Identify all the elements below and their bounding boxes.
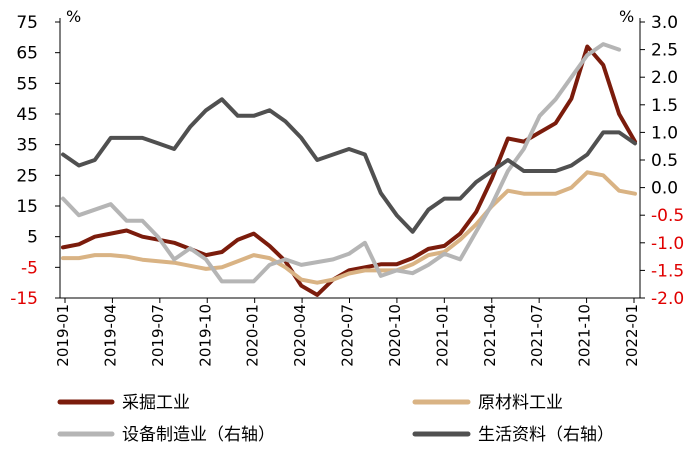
left-tick-label: 45 xyxy=(16,105,38,125)
right-tick-label: 2.5 xyxy=(651,41,678,61)
x-tick-label: 2019-10 xyxy=(196,304,214,367)
left-tick-label: 15 xyxy=(16,197,38,217)
x-tick-label: 2021-10 xyxy=(576,304,594,367)
x-tick-label: 2021-07 xyxy=(528,304,546,367)
right-tick-label: 1.0 xyxy=(651,123,678,143)
left-axis-unit: % xyxy=(66,7,81,26)
x-tick-label: 2020-01 xyxy=(244,304,262,367)
x-tick-label: 2020-04 xyxy=(291,304,309,367)
x-tick-label: 2019-01 xyxy=(54,304,72,367)
left-tick-label: 55 xyxy=(16,74,38,94)
left-tick-label: -5 xyxy=(21,258,38,278)
legend-label-1: 原材料工业 xyxy=(478,393,563,413)
x-tick-label: 2019-07 xyxy=(149,304,167,367)
plot-lines xyxy=(61,42,637,297)
left-tick-label: 35 xyxy=(16,136,38,156)
series-line-2 xyxy=(61,42,622,284)
axes: 75 65 55 45 35 25 15 5 -5 -15 3.0 2.5 2.0 1.5 1.0 0.5 0.… xyxy=(10,7,684,367)
left-tick-label: 65 xyxy=(16,44,38,64)
x-tick-label: 2020-10 xyxy=(386,304,404,367)
legend-label-0: 采掘工业 xyxy=(122,393,190,413)
legend-label-3: 生活资料（右轴） xyxy=(478,425,614,445)
series-line-1 xyxy=(61,170,637,285)
right-tick-label: 1.5 xyxy=(651,96,678,116)
legend-label-2: 设备制造业（右轴） xyxy=(122,425,275,445)
left-tick-label: 5 xyxy=(27,228,38,248)
x-tick-label: 2022-01 xyxy=(623,304,641,367)
series-line-3 xyxy=(61,97,637,234)
right-tick-label: 2.0 xyxy=(651,68,678,88)
right-tick-label: 0.0 xyxy=(651,179,678,199)
x-tick-label: 2021-01 xyxy=(433,304,451,367)
right-tick-label: -0.5 xyxy=(651,206,684,226)
right-tick-label: -2.0 xyxy=(651,289,684,309)
x-tick-label: 2019-04 xyxy=(101,304,119,367)
right-tick-label: -1.0 xyxy=(651,234,684,254)
left-tick-label: 75 xyxy=(16,13,38,33)
right-tick-label: 3.0 xyxy=(651,13,678,33)
left-tick-label: -15 xyxy=(10,289,38,309)
x-tick-label: 2020-07 xyxy=(339,304,357,367)
right-axis-unit: % xyxy=(619,7,634,26)
right-tick-label: 0.5 xyxy=(651,151,678,171)
right-tick-label: -1.5 xyxy=(651,261,684,281)
left-tick-label: 25 xyxy=(16,166,38,186)
x-tick-label: 2021-04 xyxy=(481,304,499,367)
